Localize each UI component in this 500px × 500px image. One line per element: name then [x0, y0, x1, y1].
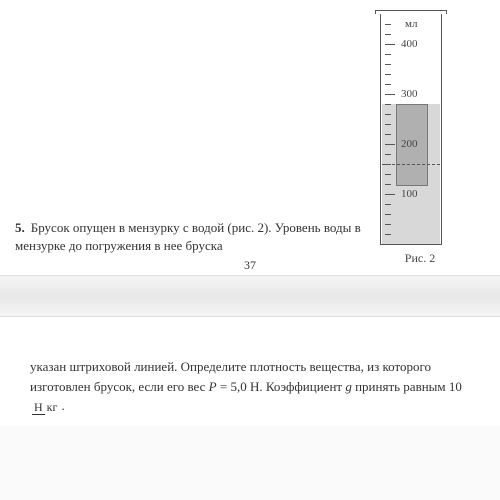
problem-number: 5. [15, 220, 25, 235]
tick-minor [385, 204, 391, 205]
page-number: 37 [244, 258, 256, 273]
tick-minor [385, 64, 391, 65]
fraction-denominator: кг [45, 400, 60, 414]
tick-major [385, 94, 395, 95]
tick-minor [385, 174, 391, 175]
weight-value: = 5,0 Н. Коэффициент [217, 379, 346, 394]
tick-minor [385, 124, 391, 125]
tick-minor [385, 24, 391, 25]
tick-label: 300 [401, 88, 418, 100]
problem-body-top: Брусок опущен в мензурку с водой (рис. 2… [15, 220, 361, 253]
tick-minor [385, 234, 391, 235]
tick-minor [385, 134, 391, 135]
unit-fraction: Нкг [32, 398, 59, 416]
tick-minor [385, 164, 391, 165]
measuring-cylinder: мл 100 200 300 400 [380, 14, 442, 245]
measuring-cylinder-figure: мл 100 200 300 400 Рис. 2 [380, 10, 460, 266]
tick-minor [385, 104, 391, 105]
tick-minor [385, 54, 391, 55]
tick-major [385, 144, 395, 145]
top-page-section: мл 100 200 300 400 Рис. 2 5.Брусок опущен в… [0, 0, 500, 275]
tick-minor [385, 154, 391, 155]
tick-minor [385, 184, 391, 185]
bottom-page-section: указан штриховой линией. Определите плот… [0, 317, 500, 426]
tick-minor [385, 114, 391, 115]
tick-minor [385, 224, 391, 225]
tick-major [385, 44, 395, 45]
tick-minor [385, 74, 391, 75]
tick-label: 200 [401, 138, 418, 150]
cylinder-unit-label: мл [405, 18, 417, 30]
sentence-period: . [61, 398, 64, 413]
tick-major [385, 194, 395, 195]
figure-caption: Рис. 2 [380, 251, 460, 266]
g-text: принять равным 10 [352, 379, 462, 394]
tick-minor [385, 34, 391, 35]
weight-variable: P [209, 379, 217, 394]
page-divider [0, 275, 500, 317]
tick-label: 400 [401, 38, 418, 50]
tick-label: 100 [401, 188, 418, 200]
problem-text-top: 5.Брусок опущен в мензурку с водой (рис.… [15, 219, 375, 255]
tick-minor [385, 84, 391, 85]
fraction-numerator: Н [32, 400, 45, 415]
tick-minor [385, 214, 391, 215]
